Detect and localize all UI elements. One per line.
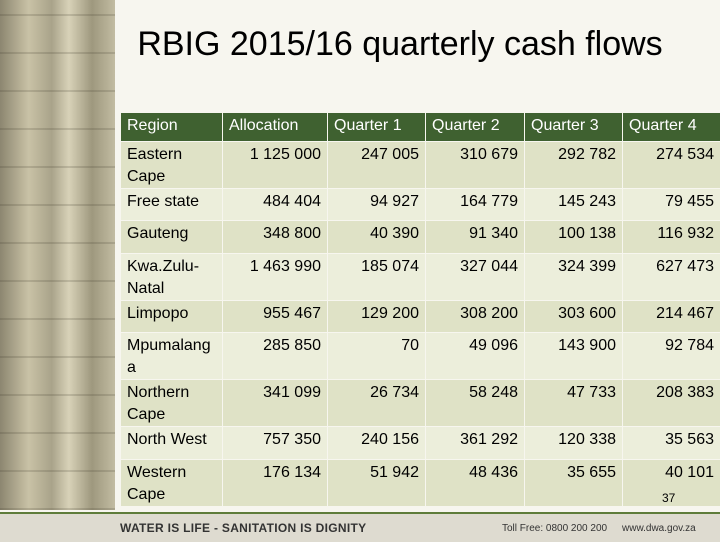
cell: 143 900	[525, 333, 623, 380]
cell: 327 044	[426, 254, 525, 301]
region-cell: Western Cape	[121, 460, 223, 507]
cell: 92 784	[623, 333, 720, 380]
column-header: Allocation	[223, 113, 328, 142]
cell: 164 779	[426, 189, 525, 221]
cell: 94 927	[328, 189, 426, 221]
cell: 285 850	[223, 333, 328, 380]
cell: 145 243	[525, 189, 623, 221]
cell: 100 138	[525, 221, 623, 254]
cell: 26 734	[328, 380, 426, 427]
cell: 1 125 000	[223, 142, 328, 189]
cell: 120 338	[525, 427, 623, 460]
cell: 48 436	[426, 460, 525, 507]
slogan: WATER IS LIFE - SANITATION IS DIGNITY	[120, 521, 366, 535]
page-number: 37	[662, 491, 675, 505]
toll-free: Toll Free: 0800 200 200	[502, 523, 607, 534]
cell: 208 383	[623, 380, 720, 427]
cell: 627 473	[623, 254, 720, 301]
cell: 70	[328, 333, 426, 380]
region-cell: Limpopo	[121, 301, 223, 333]
cell: 185 074	[328, 254, 426, 301]
cell: 40 390	[328, 221, 426, 254]
cell: 484 404	[223, 189, 328, 221]
region-cell: North West	[121, 427, 223, 460]
slide-title: RBIG 2015/16 quarterly cash flows	[120, 22, 680, 66]
column-header: Region	[121, 113, 223, 142]
region-cell: Mpumalanga	[121, 333, 223, 380]
website: www.dwa.gov.za	[622, 523, 696, 534]
cell: 303 600	[525, 301, 623, 333]
cell: 58 248	[426, 380, 525, 427]
cell: 308 200	[426, 301, 525, 333]
region-cell: Eastern Cape	[121, 142, 223, 189]
cell: 274 534	[623, 142, 720, 189]
cell: 292 782	[525, 142, 623, 189]
footer: WATER IS LIFE - SANITATION IS DIGNITY To…	[0, 512, 720, 542]
cell: 247 005	[328, 142, 426, 189]
cell: 955 467	[223, 301, 328, 333]
cell: 35 563	[623, 427, 720, 460]
cell: 240 156	[328, 427, 426, 460]
cell: 310 679	[426, 142, 525, 189]
column-header: Quarter 4	[623, 113, 720, 142]
cell: 49 096	[426, 333, 525, 380]
cell: 35 655	[525, 460, 623, 507]
building-photo	[0, 0, 115, 510]
cell: 214 467	[623, 301, 720, 333]
cell: 757 350	[223, 427, 328, 460]
cell: 51 942	[328, 460, 426, 507]
cell: 1 463 990	[223, 254, 328, 301]
cell: 116 932	[623, 221, 720, 254]
cell: 129 200	[328, 301, 426, 333]
region-cell: Free state	[121, 189, 223, 221]
column-header: Quarter 2	[426, 113, 525, 142]
cell: 176 134	[223, 460, 328, 507]
region-cell: Gauteng	[121, 221, 223, 254]
cell: 348 800	[223, 221, 328, 254]
cell: 91 340	[426, 221, 525, 254]
column-header: Quarter 3	[525, 113, 623, 142]
cell: 47 733	[525, 380, 623, 427]
column-header: Quarter 1	[328, 113, 426, 142]
cell: 341 099	[223, 380, 328, 427]
cell: 361 292	[426, 427, 525, 460]
region-cell: Northern Cape	[121, 380, 223, 427]
region-cell: Kwa.Zulu-Natal	[121, 254, 223, 301]
cell: 324 399	[525, 254, 623, 301]
cell: 79 455	[623, 189, 720, 221]
